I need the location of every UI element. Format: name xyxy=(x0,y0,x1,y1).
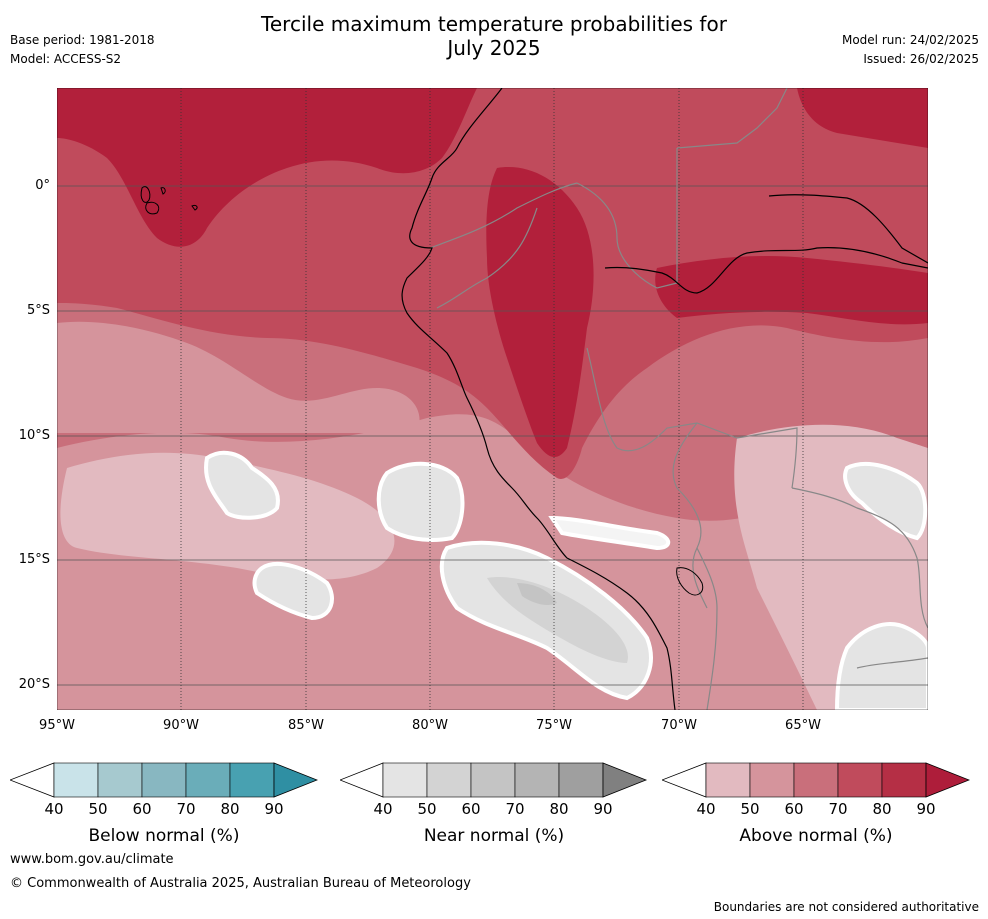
below-normal-title: Below normal (%) xyxy=(88,826,240,846)
map-title-line2: July 2025 xyxy=(447,36,541,60)
colorbar-below xyxy=(8,762,319,798)
coastline xyxy=(401,88,676,710)
region-near-40-a xyxy=(204,450,280,520)
region-near-60 xyxy=(517,583,557,606)
lat-label-15s: 15°S xyxy=(18,552,50,567)
near-tick-80: 80 xyxy=(549,800,569,818)
probability-map xyxy=(56,87,929,711)
disclaimer-text: Boundaries are not considered authoritat… xyxy=(713,900,979,914)
lat-label-10s: 10°S xyxy=(18,428,50,443)
below-tick-40: 40 xyxy=(44,800,64,818)
map-svg xyxy=(56,87,929,711)
colorbar-below-svg xyxy=(8,762,319,798)
lat-label-20s: 20°S xyxy=(18,677,50,692)
below-tick-90: 90 xyxy=(264,800,284,818)
above-tick-70: 70 xyxy=(828,800,848,818)
model-text: Model: ACCESS-S2 xyxy=(10,52,122,66)
galapagos-islands xyxy=(140,186,198,215)
above-tick-50: 50 xyxy=(740,800,760,818)
lon-label-75w: 75°W xyxy=(536,718,572,733)
lon-label-80w: 80°W xyxy=(412,718,448,733)
region-above-80-northeast xyxy=(797,88,928,148)
lat-label-0: 0° xyxy=(35,178,50,193)
lon-label-90w: 90°W xyxy=(163,718,199,733)
lat-label-5s: 5°S xyxy=(26,303,50,318)
region-near-40-b xyxy=(376,461,465,542)
colorbar-above xyxy=(660,762,971,798)
below-tick-70: 70 xyxy=(176,800,196,818)
lat-gridlines xyxy=(57,185,928,686)
map-title: Tercile maximum temperature probabilitie… xyxy=(0,12,988,60)
above-tick-80: 80 xyxy=(872,800,892,818)
country-borders xyxy=(429,88,928,710)
map-title-line1: Tercile maximum temperature probabilitie… xyxy=(261,12,727,36)
model-run-text: Model run: 24/02/2025 xyxy=(841,33,979,47)
region-near-40-e xyxy=(834,622,928,710)
below-tick-60: 60 xyxy=(132,800,152,818)
region-near-50 xyxy=(487,577,628,663)
region-above-40-west xyxy=(60,452,395,580)
bom-url-link[interactable]: www.bom.gov.au/climate xyxy=(10,852,174,867)
lon-label-95w: 95°W xyxy=(39,718,75,733)
near-normal-title: Near normal (%) xyxy=(423,826,565,846)
region-near-40-white-strip xyxy=(548,515,671,551)
below-tick-80: 80 xyxy=(220,800,240,818)
near-tick-60: 60 xyxy=(461,800,481,818)
copyright-text: © Commonwealth of Australia 2025, Austra… xyxy=(10,876,471,891)
above-tick-60: 60 xyxy=(784,800,804,818)
colorbar-near-svg xyxy=(338,762,648,798)
lon-label-85w: 85°W xyxy=(288,718,324,733)
near-tick-70: 70 xyxy=(505,800,525,818)
above-normal-title: Above normal (%) xyxy=(739,826,893,846)
near-tick-90: 90 xyxy=(593,800,613,818)
base-period-text: Base period: 1981-2018 xyxy=(10,33,155,47)
lon-label-65w: 65°W xyxy=(785,718,821,733)
near-tick-40: 40 xyxy=(373,800,393,818)
region-above-80-north xyxy=(57,88,477,247)
colorbar-above-svg xyxy=(660,762,971,798)
colorbar-near xyxy=(338,762,648,798)
lon-label-70w: 70°W xyxy=(661,718,697,733)
issued-text: Issued: 26/02/2025 xyxy=(863,52,979,66)
region-near-40-f xyxy=(843,462,928,541)
near-tick-50: 50 xyxy=(417,800,437,818)
amazon-river xyxy=(604,194,928,294)
region-above-80-coast xyxy=(486,167,594,458)
region-above-80-east xyxy=(655,256,928,325)
region-above-50-west xyxy=(57,321,420,433)
above-tick-40: 40 xyxy=(696,800,716,818)
region-near-40-c xyxy=(252,562,334,621)
below-tick-50: 50 xyxy=(88,800,108,818)
above-tick-90: 90 xyxy=(916,800,936,818)
lake-titicaca xyxy=(676,567,704,596)
